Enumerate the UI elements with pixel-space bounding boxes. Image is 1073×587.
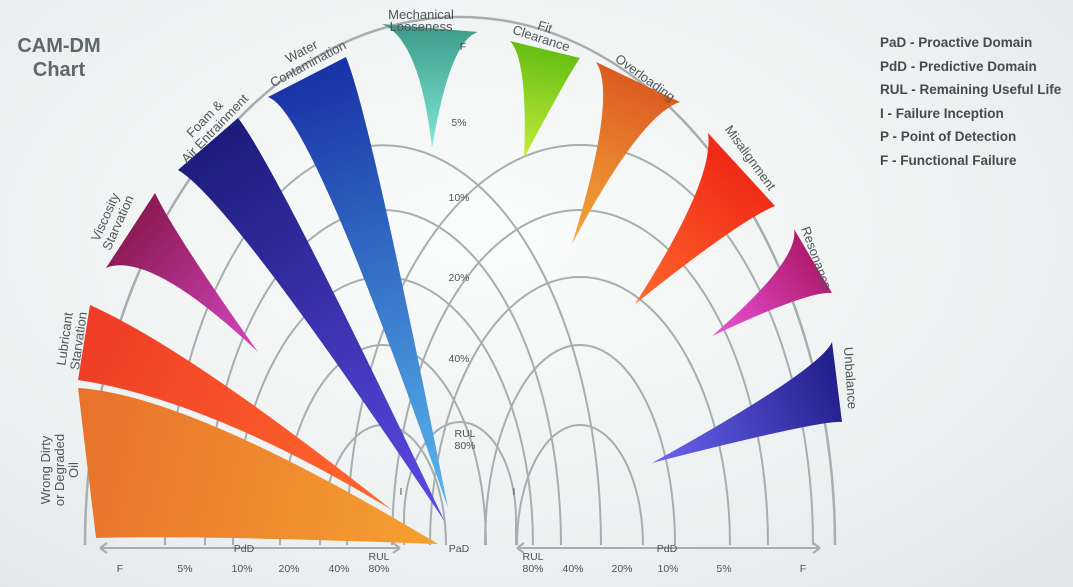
legend-item: I - Failure Inception bbox=[880, 105, 1004, 121]
segment-label-mechanical-looseness: Mechanical Looseness bbox=[388, 7, 454, 34]
legend-item: PdD - Predictive Domain bbox=[880, 58, 1037, 74]
axis-tick-left: 40% bbox=[328, 563, 349, 575]
title-line: Chart bbox=[32, 59, 86, 81]
title-line: CAM-DM bbox=[17, 35, 101, 57]
legend-item: PaD - Proactive Domain bbox=[880, 35, 1033, 50]
axis-rul-left: RUL bbox=[368, 551, 389, 563]
legend-item: F - Functional Failure bbox=[880, 152, 1017, 168]
segment-label-line: or Degraded bbox=[52, 434, 67, 506]
segment-label-line: Wrong Dirty bbox=[38, 435, 53, 504]
axis-tick-left: 10% bbox=[231, 563, 252, 575]
ring-label: 20% bbox=[448, 272, 469, 284]
wedge-overloading bbox=[572, 62, 680, 244]
inception-mark-left: I bbox=[400, 486, 403, 498]
axis-tick-right: 10% bbox=[657, 563, 678, 575]
axis-tick-right: F bbox=[800, 563, 806, 575]
ring-arc-left bbox=[164, 144, 602, 546]
axis-tick-left: 5% bbox=[177, 563, 192, 575]
wedge-lubricant-starvation bbox=[78, 305, 392, 510]
wedge-viscosity-starvation bbox=[106, 193, 258, 352]
ring-arc-right bbox=[346, 144, 814, 546]
segment-label-line: Oil bbox=[66, 462, 81, 478]
chart-title: CAM-DM Chart bbox=[4, 34, 114, 82]
pad-arch bbox=[403, 421, 517, 545]
legend-item: P - Point of Detection bbox=[880, 129, 1017, 145]
wedge-mechanical-looseness bbox=[382, 24, 478, 148]
pad-mark: PaD bbox=[449, 543, 470, 555]
rul-label: 80% bbox=[454, 440, 475, 452]
axis-domain-right: PdD bbox=[657, 543, 678, 555]
segment-label-line: Mechanical bbox=[388, 7, 454, 22]
axis-tick-left: F bbox=[117, 563, 123, 575]
ring-label: 40% bbox=[448, 353, 469, 365]
wedge-wrong-dirty-degraded-oil bbox=[78, 388, 438, 544]
segment-label-unbalance: Unbalance bbox=[841, 346, 860, 409]
wedge-misalignment bbox=[635, 133, 775, 304]
arrow-head bbox=[392, 542, 401, 554]
legend-item: RUL - Remaining Useful Life bbox=[880, 82, 1062, 98]
ring-label: 5% bbox=[451, 117, 466, 129]
rul-label: RUL bbox=[454, 428, 475, 440]
arrow-head bbox=[812, 542, 821, 554]
segment-label-line: Unbalance bbox=[841, 346, 860, 409]
segment-label-line: Fit bbox=[536, 17, 555, 36]
axis-tick-right: 20% bbox=[611, 563, 632, 575]
arrow-head bbox=[516, 542, 525, 554]
axis-rul-right: 80% bbox=[522, 563, 543, 575]
legend: PaD - Proactive Domain PdD - Predictive D… bbox=[880, 33, 1061, 175]
wedge-foam-air-entrainment bbox=[178, 118, 445, 522]
wedge-fit-clearance bbox=[510, 41, 580, 158]
axis-rul-left: 80% bbox=[368, 563, 389, 575]
ring-arc-right bbox=[429, 276, 731, 546]
wedge-water-contamination bbox=[268, 57, 448, 508]
axis-tick-right: 40% bbox=[562, 563, 583, 575]
arrow-head bbox=[99, 542, 108, 554]
inception-mark-right: I bbox=[513, 486, 516, 498]
wedge-resonance bbox=[712, 229, 832, 336]
segment-label-line: Looseness bbox=[390, 19, 453, 34]
axis-rul-right: RUL bbox=[522, 551, 543, 563]
wedge-unbalance bbox=[652, 342, 842, 463]
ring-label: 10% bbox=[448, 192, 469, 204]
functional-failure-mark: F bbox=[460, 41, 466, 53]
axis-tick-right: 5% bbox=[716, 563, 731, 575]
axis-tick-left: 20% bbox=[278, 563, 299, 575]
segment-label-wrong-dirty-degraded-oil: Wrong Dirtyor DegradedOil bbox=[38, 434, 81, 506]
ring-arc-right bbox=[484, 344, 676, 546]
segment-label-line: Lubricant bbox=[53, 311, 75, 366]
failure-wedges bbox=[78, 24, 842, 544]
ring-arc-right bbox=[516, 424, 644, 546]
axis-domain-left: PdD bbox=[234, 543, 255, 555]
